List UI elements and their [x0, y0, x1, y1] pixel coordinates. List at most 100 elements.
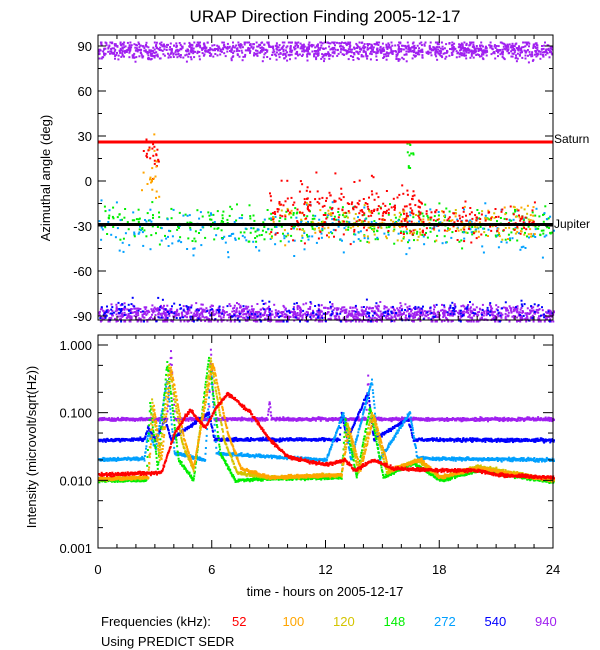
scatter-point: [443, 47, 446, 50]
scatter-point: [259, 316, 262, 318]
scatter-point: [416, 239, 419, 242]
scatter-point: [150, 220, 153, 223]
scatter-point: [492, 317, 495, 319]
scatter-point: [138, 55, 141, 58]
scatter-point: [111, 306, 114, 309]
scatter-point: [168, 312, 171, 315]
intensity-point: [187, 419, 190, 422]
scatter-point: [292, 213, 295, 216]
scatter-point: [304, 201, 307, 204]
scatter-point: [553, 311, 555, 314]
scatter-point: [365, 54, 368, 57]
scatter-point: [405, 47, 408, 50]
scatter-cluster-52khz: [142, 138, 160, 180]
scatter-point: [514, 215, 517, 218]
scatter-point: [177, 227, 180, 229]
scatter-point: [540, 229, 543, 232]
scatter-point: [528, 53, 531, 56]
scatter-point: [425, 212, 428, 215]
scatter-point: [174, 50, 177, 53]
scatter-point: [156, 307, 159, 310]
scatter-point: [395, 312, 397, 314]
scatter-point: [534, 225, 537, 228]
scatter-point: [311, 44, 314, 47]
scatter-point: [315, 171, 318, 174]
scatter-point: [495, 50, 498, 52]
scatter-point: [282, 48, 285, 51]
scatter-point: [412, 152, 415, 155]
scatter-point: [479, 308, 482, 311]
scatter-point: [519, 47, 522, 50]
scatter-point: [322, 48, 325, 50]
scatter-point: [443, 215, 446, 218]
scatter-point: [252, 308, 255, 311]
scatter-point: [511, 48, 514, 51]
scatter-point: [524, 231, 526, 234]
scatter-point: [446, 311, 449, 314]
scatter-point: [276, 315, 279, 318]
scatter-point: [509, 205, 512, 208]
scatter-point: [234, 315, 237, 318]
scatter-point: [287, 41, 290, 44]
scatter-point: [306, 53, 309, 56]
scatter-point: [176, 48, 179, 51]
scatter-point: [421, 311, 424, 314]
scatter-point: [179, 317, 182, 320]
scatter-point: [484, 219, 487, 222]
scatter-point: [356, 44, 359, 47]
intensity-point: [314, 419, 317, 422]
scatter-point: [323, 312, 326, 315]
intensity-point: [268, 401, 271, 404]
intensity-point: [126, 417, 129, 420]
scatter-point: [186, 320, 189, 323]
scatter-point: [435, 219, 437, 222]
scatter-point: [152, 177, 155, 180]
scatter-point: [138, 228, 141, 231]
scatter-point: [460, 42, 463, 45]
scatter-point: [107, 46, 110, 49]
scatter-point: [378, 316, 381, 318]
scatter-point: [252, 47, 255, 50]
scatter-point: [203, 309, 206, 312]
scatter-point: [471, 41, 473, 44]
scatter-point: [444, 310, 447, 313]
scatter-point: [153, 306, 156, 309]
scatter-point: [125, 313, 128, 316]
scatter-point: [544, 53, 547, 56]
scatter-point: [366, 311, 369, 314]
scatter-point: [274, 243, 277, 246]
scatter-point: [421, 314, 424, 317]
scatter-point: [175, 53, 177, 56]
scatter-point: [452, 307, 455, 309]
scatter-point: [430, 318, 433, 321]
scatter-point: [320, 57, 323, 60]
scatter-point: [525, 228, 528, 231]
scatter-point: [372, 46, 375, 49]
scatter-point: [549, 50, 551, 53]
scatter-point: [340, 48, 343, 51]
scatter-point: [547, 47, 550, 50]
scatter-point: [369, 211, 372, 214]
scatter-point: [451, 314, 454, 317]
scatter-point: [536, 44, 539, 47]
scatter-point: [377, 226, 380, 229]
scatter-point: [290, 234, 293, 237]
scatter-point: [299, 180, 302, 183]
scatter-point: [210, 225, 212, 228]
intensity-point: [267, 413, 270, 416]
scatter-point: [502, 57, 505, 60]
scatter-point: [489, 305, 492, 308]
scatter-point: [303, 232, 306, 234]
scatter-point: [435, 55, 438, 58]
scatter-point: [460, 314, 462, 317]
scatter-point: [142, 320, 145, 323]
scatter-point: [100, 238, 103, 241]
scatter-point: [527, 312, 530, 315]
intensity-point: [172, 398, 175, 401]
scatter-point: [411, 46, 413, 49]
scatter-point: [158, 216, 161, 219]
scatter-point: [210, 320, 213, 323]
scatter-point: [127, 312, 130, 315]
scatter-point: [299, 211, 301, 214]
scatter-point: [290, 227, 293, 230]
